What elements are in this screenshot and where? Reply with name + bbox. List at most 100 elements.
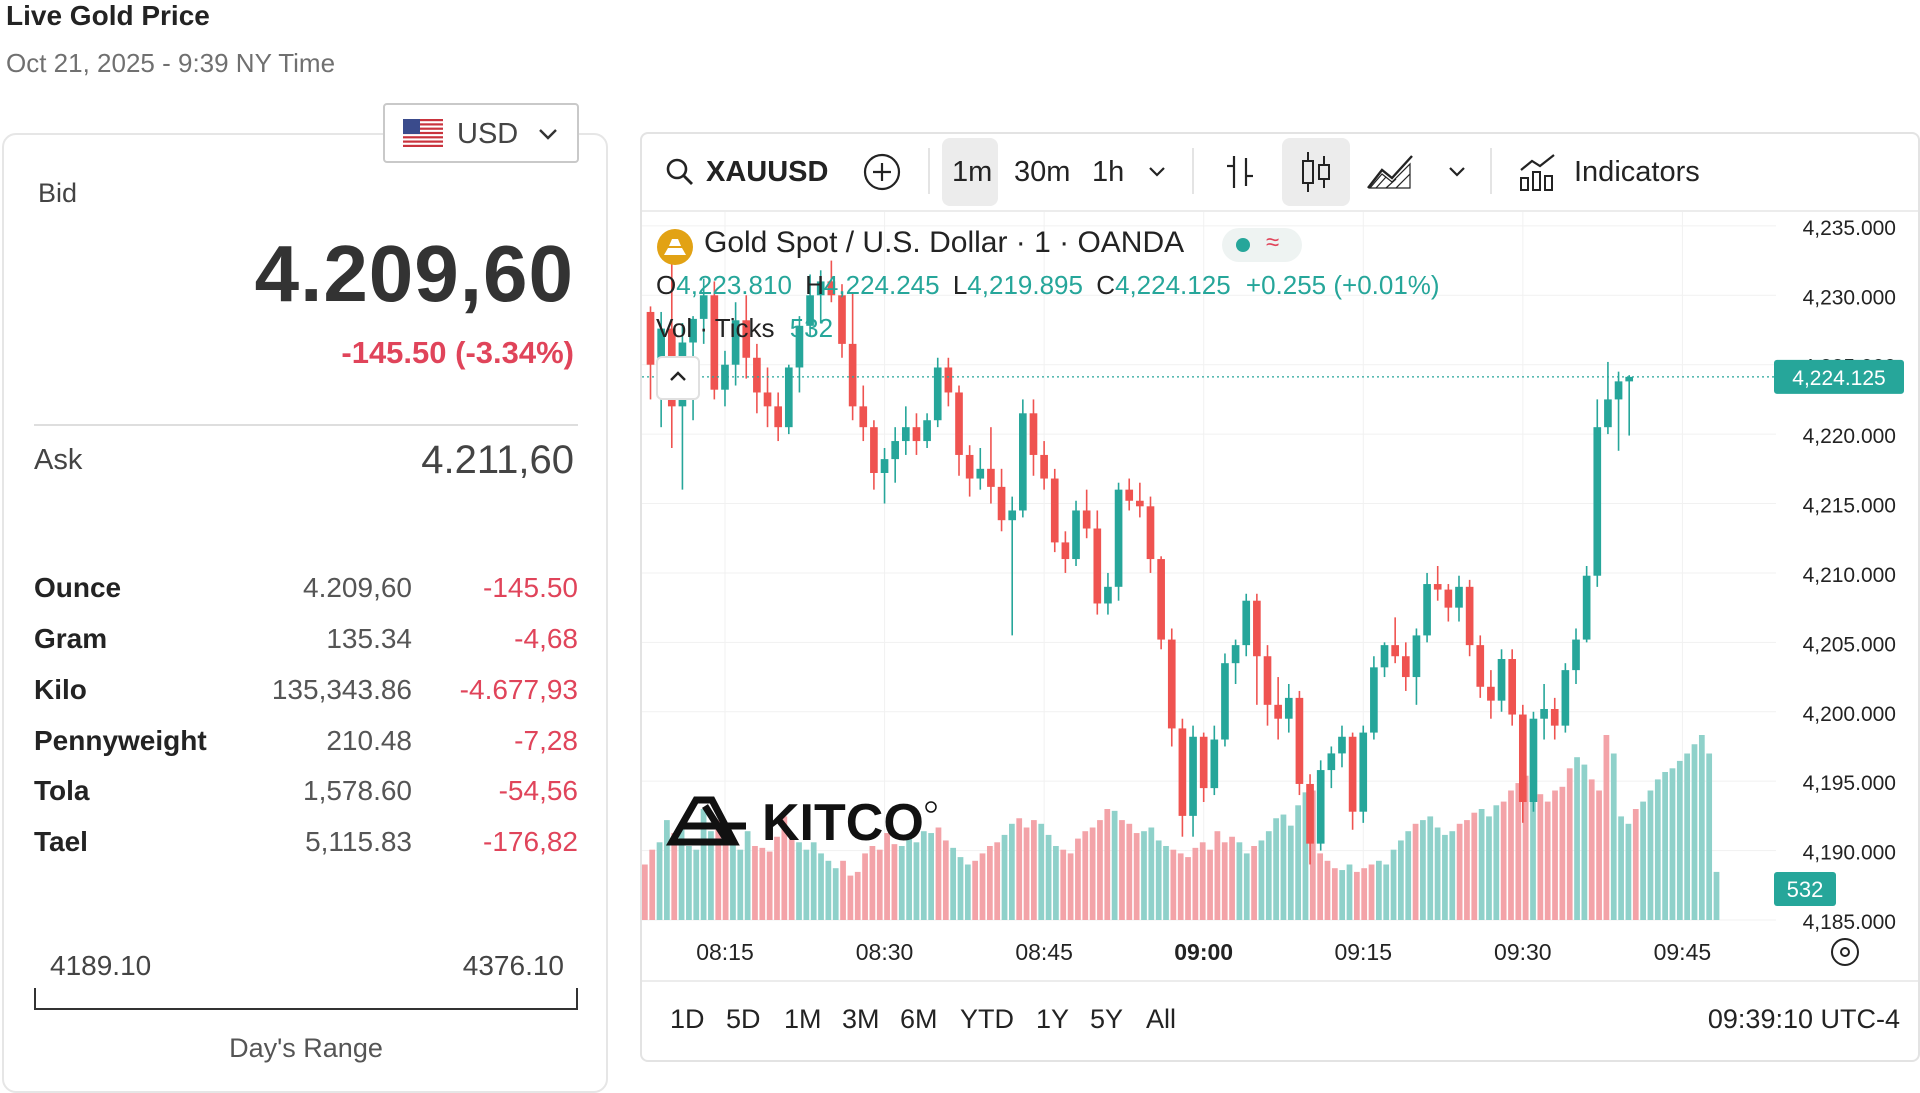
range-5d-button[interactable]: 5D xyxy=(726,1004,761,1034)
range-1y-button[interactable]: 1Y xyxy=(1036,1004,1070,1034)
volume-bar xyxy=(700,809,707,920)
indicators-button[interactable]: Indicators xyxy=(1574,156,1700,188)
candle-body xyxy=(1050,478,1059,543)
volume-bar xyxy=(1295,805,1301,920)
last-volume-badge xyxy=(1774,872,1836,906)
candle-body xyxy=(859,406,868,428)
candle-body xyxy=(1306,783,1314,844)
volume-bar xyxy=(1185,857,1191,920)
volume-bar xyxy=(1089,827,1096,920)
unit-change: -4.677,93 xyxy=(459,674,578,705)
candles-chart-style-icon[interactable] xyxy=(1298,150,1334,194)
candle-body xyxy=(1476,645,1485,687)
volume-bar xyxy=(1603,735,1610,920)
unit-value: 135.34 xyxy=(326,623,412,654)
page-title: Live Gold Price xyxy=(6,0,210,31)
delayed-data-icon: ≈ xyxy=(1266,229,1280,256)
volume-bar xyxy=(1170,849,1177,920)
candle-body xyxy=(1433,584,1442,590)
search-icon[interactable] xyxy=(664,156,696,188)
ask-price: 4.211,60 xyxy=(421,438,574,482)
range-ytd-button[interactable]: YTD xyxy=(960,1004,1014,1034)
ohlc-close: 4,224.125 xyxy=(1114,270,1231,300)
volume-bar xyxy=(752,846,758,920)
volume-bar xyxy=(1376,860,1382,920)
candle-body xyxy=(710,295,719,390)
volume-bar xyxy=(1126,823,1133,920)
volume-bar xyxy=(876,849,883,920)
candle-body xyxy=(806,295,814,326)
volume-bar xyxy=(1442,834,1448,920)
bid-label: Bid xyxy=(38,178,78,208)
candle-body xyxy=(1061,542,1070,560)
volume-bar xyxy=(781,816,788,920)
unit-name: Kilo xyxy=(34,674,87,705)
volume-bar xyxy=(1405,831,1412,920)
range-5y-button[interactable]: 5Y xyxy=(1090,1004,1124,1034)
candles xyxy=(646,260,1634,865)
toolbar-divider xyxy=(1192,148,1194,194)
bar-chart-style-icon[interactable] xyxy=(1222,152,1258,192)
volume-value: 532 xyxy=(789,313,834,343)
compare-add-icon[interactable] xyxy=(862,152,902,192)
volume-bar xyxy=(1192,847,1199,920)
toolbar-divider xyxy=(1490,148,1492,194)
volume-bar xyxy=(1691,744,1698,920)
interval-chevron-down-icon[interactable] xyxy=(1146,162,1168,182)
volume-label: Vol · Ticks xyxy=(656,313,775,343)
range-6m-button[interactable]: 6M xyxy=(900,1004,938,1034)
interval-30m[interactable]: 30m xyxy=(1014,156,1071,188)
volume-bar xyxy=(1632,809,1639,920)
candle-body xyxy=(1008,510,1017,521)
volume-bar xyxy=(1434,827,1441,920)
volume-bar xyxy=(1625,823,1632,920)
range-3m-button[interactable]: 3M xyxy=(842,1004,880,1034)
candle-body xyxy=(1157,559,1165,640)
volume-bar xyxy=(825,860,832,920)
volume-bar xyxy=(1515,783,1522,920)
chart-range-bar xyxy=(642,980,1918,1060)
bid-change: -145.50 (-3.34%) xyxy=(341,335,574,370)
price-tick-label: 4,195.000 xyxy=(1803,772,1896,795)
volume-bar xyxy=(1280,814,1287,920)
volume-bar xyxy=(1273,818,1279,920)
currency-select[interactable]: USD xyxy=(383,103,579,163)
candle-body xyxy=(1167,639,1176,729)
interval-1m[interactable]: 1m xyxy=(952,156,993,188)
chart-style-chevron-down-icon[interactable] xyxy=(1446,162,1468,182)
volume-bar xyxy=(935,827,942,920)
candle-body xyxy=(1423,584,1431,636)
last-volume-label: 532 xyxy=(1787,877,1824,902)
volume-bar xyxy=(1706,753,1713,920)
volume-bar xyxy=(1221,842,1228,920)
unit-row-pennyweight: Pennyweight 210.48 -7,28 xyxy=(34,725,578,765)
range-1d-button[interactable]: 1D xyxy=(670,1004,705,1034)
last-price-label: 4,224.125 xyxy=(1792,367,1885,390)
candle-body xyxy=(955,392,963,455)
volume-bar xyxy=(1309,790,1316,920)
symbol-search[interactable]: XAUUSD xyxy=(706,156,829,188)
range-all-button[interactable]: All xyxy=(1146,1004,1177,1034)
registered-mark-icon xyxy=(925,801,937,813)
candle-body xyxy=(1572,639,1580,671)
collapse-legend-button[interactable] xyxy=(656,356,700,400)
interval-1h[interactable]: 1h xyxy=(1092,156,1125,188)
indicators-icon[interactable] xyxy=(1518,152,1558,192)
unit-value: 5,115.83 xyxy=(305,826,412,857)
chevron-up-icon xyxy=(670,371,686,381)
candle-body xyxy=(1625,376,1634,382)
volume-bar xyxy=(1258,840,1265,920)
candle-body xyxy=(1561,670,1570,726)
volume-bar xyxy=(1023,827,1030,920)
area-chart-style-icon[interactable] xyxy=(1366,152,1416,192)
range-1m-button[interactable]: 1M xyxy=(784,1004,822,1034)
chart-settings-icon[interactable] xyxy=(1831,938,1859,966)
volume-bars xyxy=(642,735,1720,920)
candle-body xyxy=(1359,732,1368,812)
volume-bar xyxy=(1566,768,1573,920)
volume-bar xyxy=(1486,816,1492,920)
candle-body xyxy=(1221,663,1229,740)
volume-bar xyxy=(1207,849,1213,920)
candle-body xyxy=(1242,600,1251,646)
